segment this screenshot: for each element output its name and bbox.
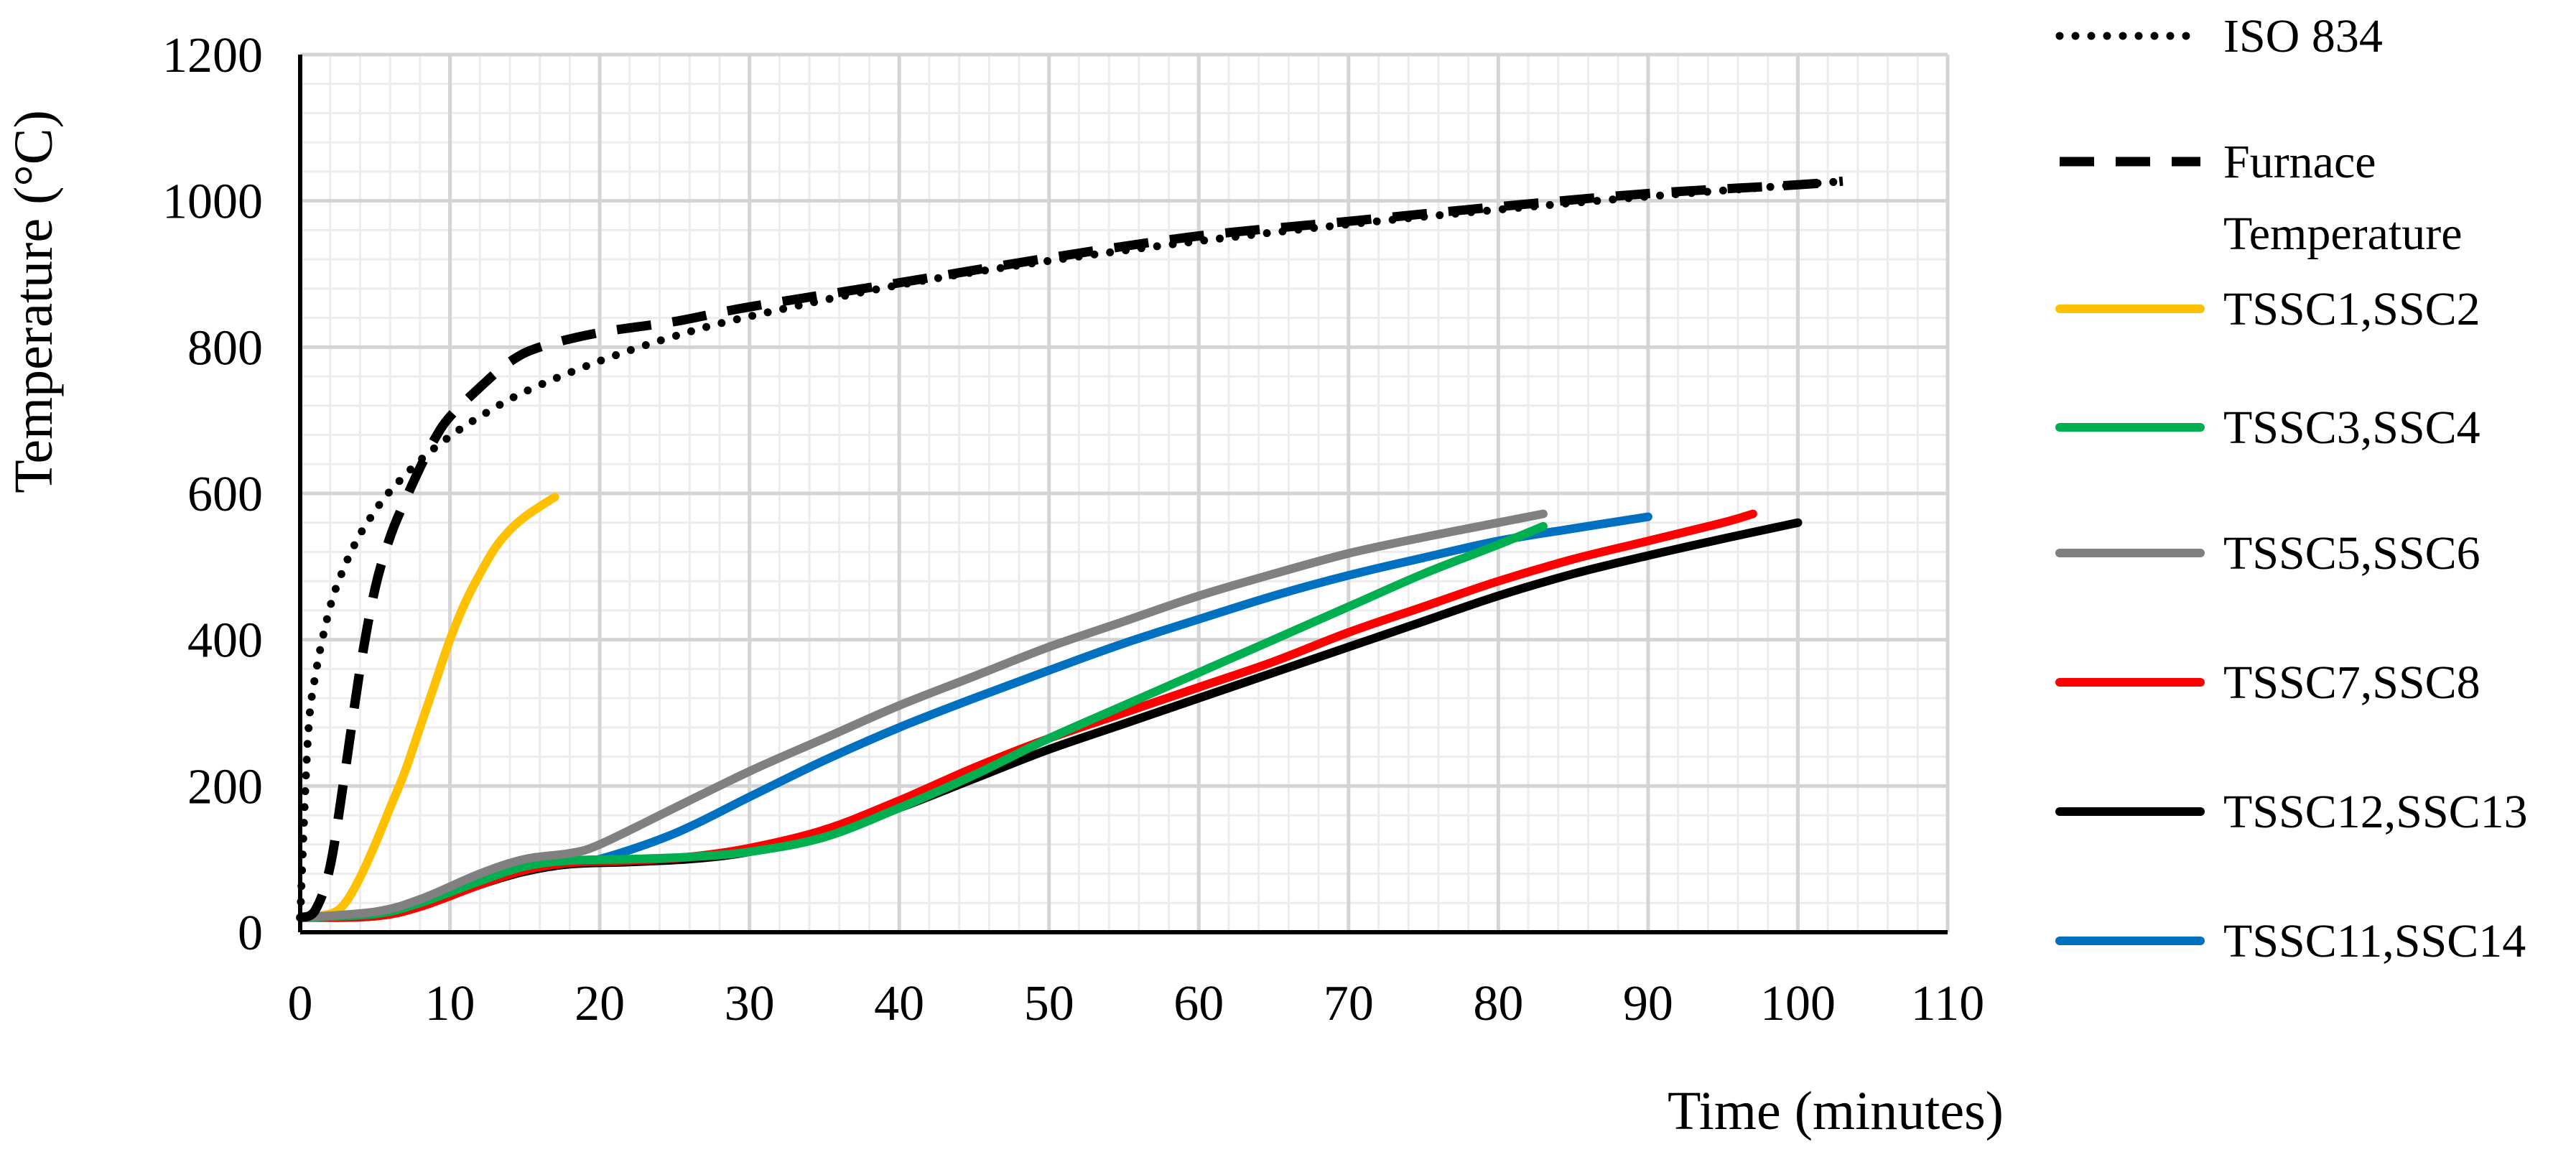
x-tick-label: 80: [1473, 976, 1523, 1031]
y-axis-title: Temperature (°C): [4, 110, 64, 493]
x-tick-label: 30: [725, 976, 775, 1031]
legend-label-tssc7-ssc8: TSSC7,SSC8: [2223, 656, 2480, 709]
legend-label-furnace-temperature: Furnace Temperature: [2223, 136, 2463, 260]
y-tick-label: 400: [187, 613, 263, 669]
tick-labels: 0 10 20 30 40 50 60 70 80 90 100 110 0 200 400 600 800 10…: [162, 28, 1984, 1031]
x-tick-label: 90: [1623, 976, 1673, 1031]
x-tick-label: 0: [288, 976, 313, 1031]
y-tick-label: 0: [238, 906, 263, 961]
y-tick-label: 1000: [162, 175, 263, 230]
y-tick-label: 800: [187, 320, 263, 376]
legend-label-tssc12-ssc13: TSSC12,SSC13: [2223, 786, 2528, 838]
x-tick-label: 100: [1760, 976, 1836, 1031]
legend: ISO 834 Furnace Temperature TSSC1,SSC2 TSSC3…: [2055, 10, 2528, 967]
x-axis-title: Time (minutes): [1668, 1081, 2004, 1141]
x-tick-label: 50: [1024, 976, 1074, 1031]
y-tick-label: 600: [187, 467, 263, 522]
series-line-tssc11-ssc14: [296, 512, 1652, 922]
legend-label-tssc5-ssc6: TSSC5,SSC6: [2223, 527, 2480, 580]
x-tick-label: 20: [575, 976, 625, 1031]
x-tick-label: 60: [1173, 976, 1224, 1031]
series-line-iso-834: [296, 177, 1840, 922]
series-line-tssc1-ssc2: [296, 493, 559, 922]
x-tick-label: 40: [874, 976, 924, 1031]
series-lines: [296, 176, 1843, 922]
x-tick-label: 10: [425, 976, 475, 1031]
x-tick-label: 70: [1324, 976, 1374, 1031]
legend-label-tssc3-ssc4: TSSC3,SSC4: [2223, 401, 2480, 454]
grid: [300, 52, 1950, 932]
legend-label-tssc11-ssc14: TSSC11,SSC14: [2223, 915, 2526, 967]
legend-label-tssc1-ssc2: TSSC1,SSC2: [2223, 283, 2480, 335]
y-tick-label: 1200: [162, 28, 263, 83]
series-line-tssc3-ssc4: [296, 521, 1548, 922]
axes: [298, 55, 1948, 934]
legend-label-iso-834: ISO 834: [2223, 10, 2383, 62]
series-line-tssc5-ssc6: [296, 509, 1548, 922]
y-tick-label: 200: [187, 759, 263, 814]
x-tick-label: 110: [1911, 976, 1984, 1031]
